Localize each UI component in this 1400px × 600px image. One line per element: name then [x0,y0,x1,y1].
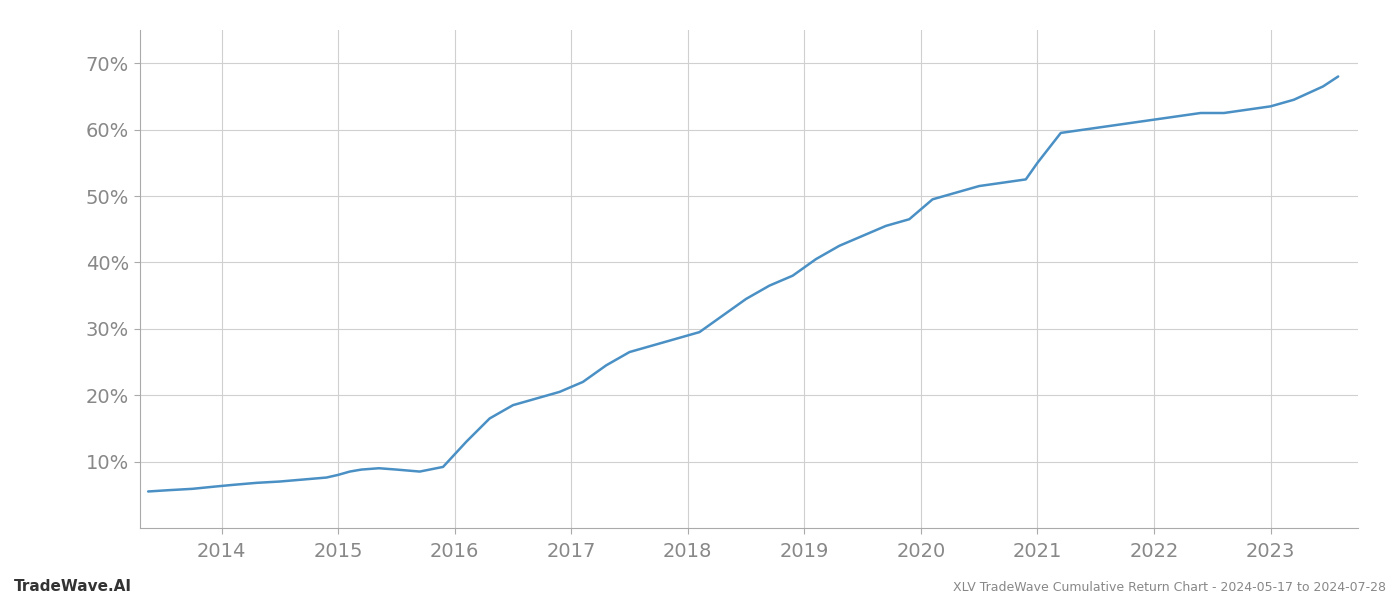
Text: XLV TradeWave Cumulative Return Chart - 2024-05-17 to 2024-07-28: XLV TradeWave Cumulative Return Chart - … [953,581,1386,594]
Text: TradeWave.AI: TradeWave.AI [14,579,132,594]
